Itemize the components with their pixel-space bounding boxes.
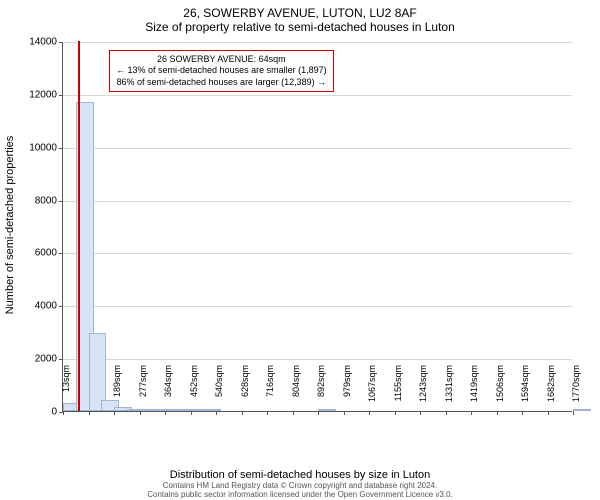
ytick-label: 10000 [29,142,63,153]
page-title-line2: Size of property relative to semi-detach… [0,20,600,34]
bar [318,409,336,411]
xtick-label: 1682sqm [546,365,556,415]
gridline-h [63,42,572,43]
page-title-line1: 26, SOWERBY AVENUE, LUTON, LU2 8AF [0,6,600,20]
xtick-label: 452sqm [189,365,199,415]
x-axis-label: Distribution of semi-detached houses by … [0,469,600,481]
xtick-label: 892sqm [316,365,326,415]
xtick-label: 540sqm [214,365,224,415]
ytick-label: 4000 [35,301,63,312]
footer: Contains HM Land Registry data © Crown c… [0,481,600,499]
y-axis-label: Number of semi-detached properties [4,136,16,315]
gridline-h [63,306,572,307]
xtick-label: 1594sqm [520,365,530,415]
annotation-line1: 26 SOWERBY AVENUE: 64sqm [116,54,327,65]
xtick-label: 364sqm [163,365,173,415]
title-block: 26, SOWERBY AVENUE, LUTON, LU2 8AF Size … [0,0,600,34]
footer-line2: Contains public sector information licen… [0,490,600,499]
annotation-line2: ← 13% of semi-detached houses are smalle… [116,65,327,76]
xtick-label: 1419sqm [469,365,479,415]
xtick-label: 804sqm [291,365,301,415]
plot-region: 0200040006000800010000120001400013sqm101… [62,42,572,412]
xtick-label: 716sqm [265,365,275,415]
xtick-label: 277sqm [138,365,148,415]
ytick-label: 8000 [35,195,63,206]
gridline-h [63,148,572,149]
xtick-label: 1243sqm [418,365,428,415]
gridline-h [63,95,572,96]
xtick-label: 1331sqm [444,365,454,415]
xtick-label: 1770sqm [571,365,581,415]
bar [573,409,591,411]
bar [203,409,221,411]
gridline-h [63,359,572,360]
ytick-label: 12000 [29,89,63,100]
annotation-line3: 86% of semi-detached houses are larger (… [116,77,327,88]
xtick-label: 628sqm [240,365,250,415]
marker-line [78,41,80,411]
xtick-label: 1506sqm [495,365,505,415]
ytick-label: 14000 [29,37,63,48]
ytick-label: 2000 [35,354,63,365]
xtick-label: 1155sqm [393,365,403,415]
gridline-h [63,253,572,254]
xtick-label: 1067sqm [367,365,377,415]
chart-area: 0200040006000800010000120001400013sqm101… [62,42,572,412]
annotation-box: 26 SOWERBY AVENUE: 64sqm ← 13% of semi-d… [109,50,334,92]
ytick-label: 6000 [35,248,63,259]
gridline-h [63,201,572,202]
footer-line1: Contains HM Land Registry data © Crown c… [0,481,600,490]
xtick-label: 979sqm [342,365,352,415]
